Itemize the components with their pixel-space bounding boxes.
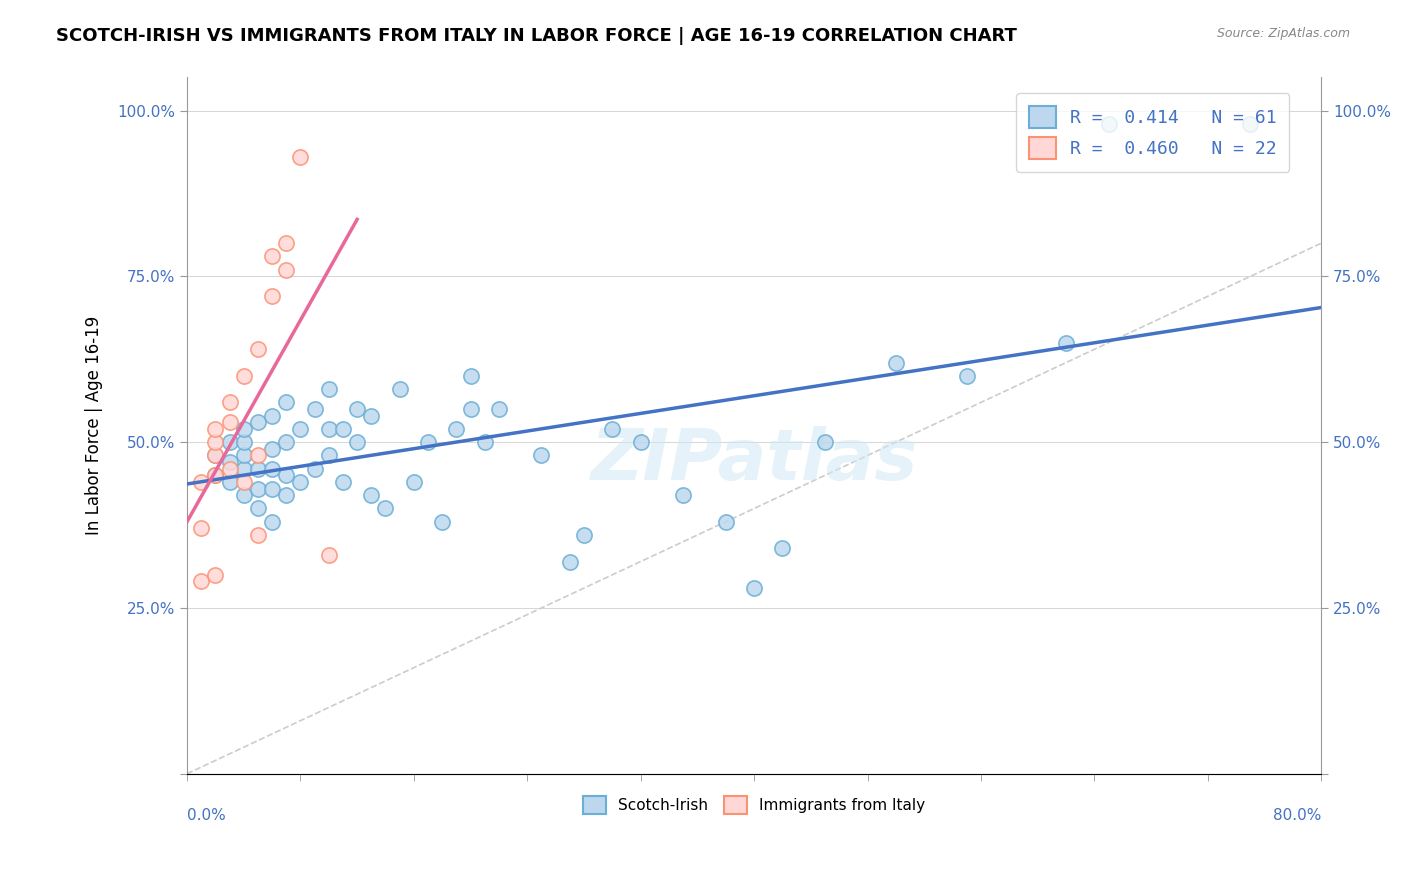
Point	[190, 521, 212, 535]
Point	[332, 422, 354, 436]
Point	[460, 368, 482, 383]
Y-axis label: In Labor Force | Age 16-19: In Labor Force | Age 16-19	[86, 316, 103, 535]
Point	[232, 435, 254, 450]
Point	[488, 402, 510, 417]
Point	[304, 461, 326, 475]
Point	[204, 435, 226, 450]
Point	[276, 488, 298, 502]
Point	[204, 468, 226, 483]
Point	[190, 475, 212, 489]
Point	[232, 368, 254, 383]
Text: 0.0%: 0.0%	[187, 808, 226, 823]
Point	[260, 409, 283, 423]
Point	[346, 402, 368, 417]
Point	[956, 368, 979, 383]
Point	[558, 555, 581, 569]
Text: SCOTCH-IRISH VS IMMIGRANTS FROM ITALY IN LABOR FORCE | AGE 16-19 CORRELATION CHA: SCOTCH-IRISH VS IMMIGRANTS FROM ITALY IN…	[56, 27, 1017, 45]
Point	[290, 475, 312, 489]
Point	[460, 402, 482, 417]
Point	[260, 482, 283, 496]
Point	[416, 435, 439, 450]
Point	[474, 435, 496, 450]
Point	[218, 395, 240, 409]
Point	[446, 422, 468, 436]
Point	[204, 449, 226, 463]
Point	[276, 468, 298, 483]
Point	[218, 415, 240, 429]
Legend: Scotch-Irish, Immigrants from Italy: Scotch-Irish, Immigrants from Italy	[575, 788, 932, 822]
Point	[346, 435, 368, 450]
Point	[218, 435, 240, 450]
Point	[374, 501, 396, 516]
Point	[318, 548, 340, 562]
Point	[246, 461, 269, 475]
Point	[318, 382, 340, 396]
Point	[246, 343, 269, 357]
Point	[360, 488, 382, 502]
Point	[1239, 117, 1261, 131]
Point	[318, 422, 340, 436]
Point	[218, 455, 240, 469]
Point	[232, 449, 254, 463]
Point	[742, 581, 765, 595]
Point	[246, 415, 269, 429]
Point	[572, 528, 595, 542]
Point	[276, 236, 298, 251]
Text: ZIPatlas: ZIPatlas	[591, 425, 918, 495]
Point	[672, 488, 695, 502]
Point	[246, 449, 269, 463]
Point	[204, 567, 226, 582]
Point	[630, 435, 652, 450]
Point	[276, 262, 298, 277]
Point	[232, 461, 254, 475]
Point	[290, 422, 312, 436]
Point	[260, 461, 283, 475]
Point	[884, 356, 907, 370]
Point	[304, 402, 326, 417]
Point	[204, 449, 226, 463]
Point	[276, 395, 298, 409]
Point	[260, 515, 283, 529]
Point	[1097, 117, 1119, 131]
Point	[1054, 335, 1077, 350]
Point	[530, 449, 553, 463]
Point	[814, 435, 837, 450]
Point	[232, 422, 254, 436]
Point	[204, 468, 226, 483]
Point	[246, 482, 269, 496]
Point	[232, 488, 254, 502]
Point	[260, 250, 283, 264]
Point	[714, 515, 737, 529]
Point	[218, 475, 240, 489]
Point	[388, 382, 411, 396]
Point	[276, 435, 298, 450]
Point	[402, 475, 425, 489]
Point	[260, 289, 283, 303]
Point	[232, 475, 254, 489]
Point	[602, 422, 624, 436]
Point	[246, 528, 269, 542]
Point	[246, 501, 269, 516]
Point	[332, 475, 354, 489]
Point	[432, 515, 454, 529]
Point	[772, 541, 794, 556]
Point	[204, 422, 226, 436]
Point	[360, 409, 382, 423]
Text: Source: ZipAtlas.com: Source: ZipAtlas.com	[1216, 27, 1350, 40]
Point	[190, 574, 212, 589]
Point	[290, 150, 312, 164]
Point	[218, 461, 240, 475]
Point	[260, 442, 283, 456]
Text: 80.0%: 80.0%	[1272, 808, 1322, 823]
Point	[318, 449, 340, 463]
